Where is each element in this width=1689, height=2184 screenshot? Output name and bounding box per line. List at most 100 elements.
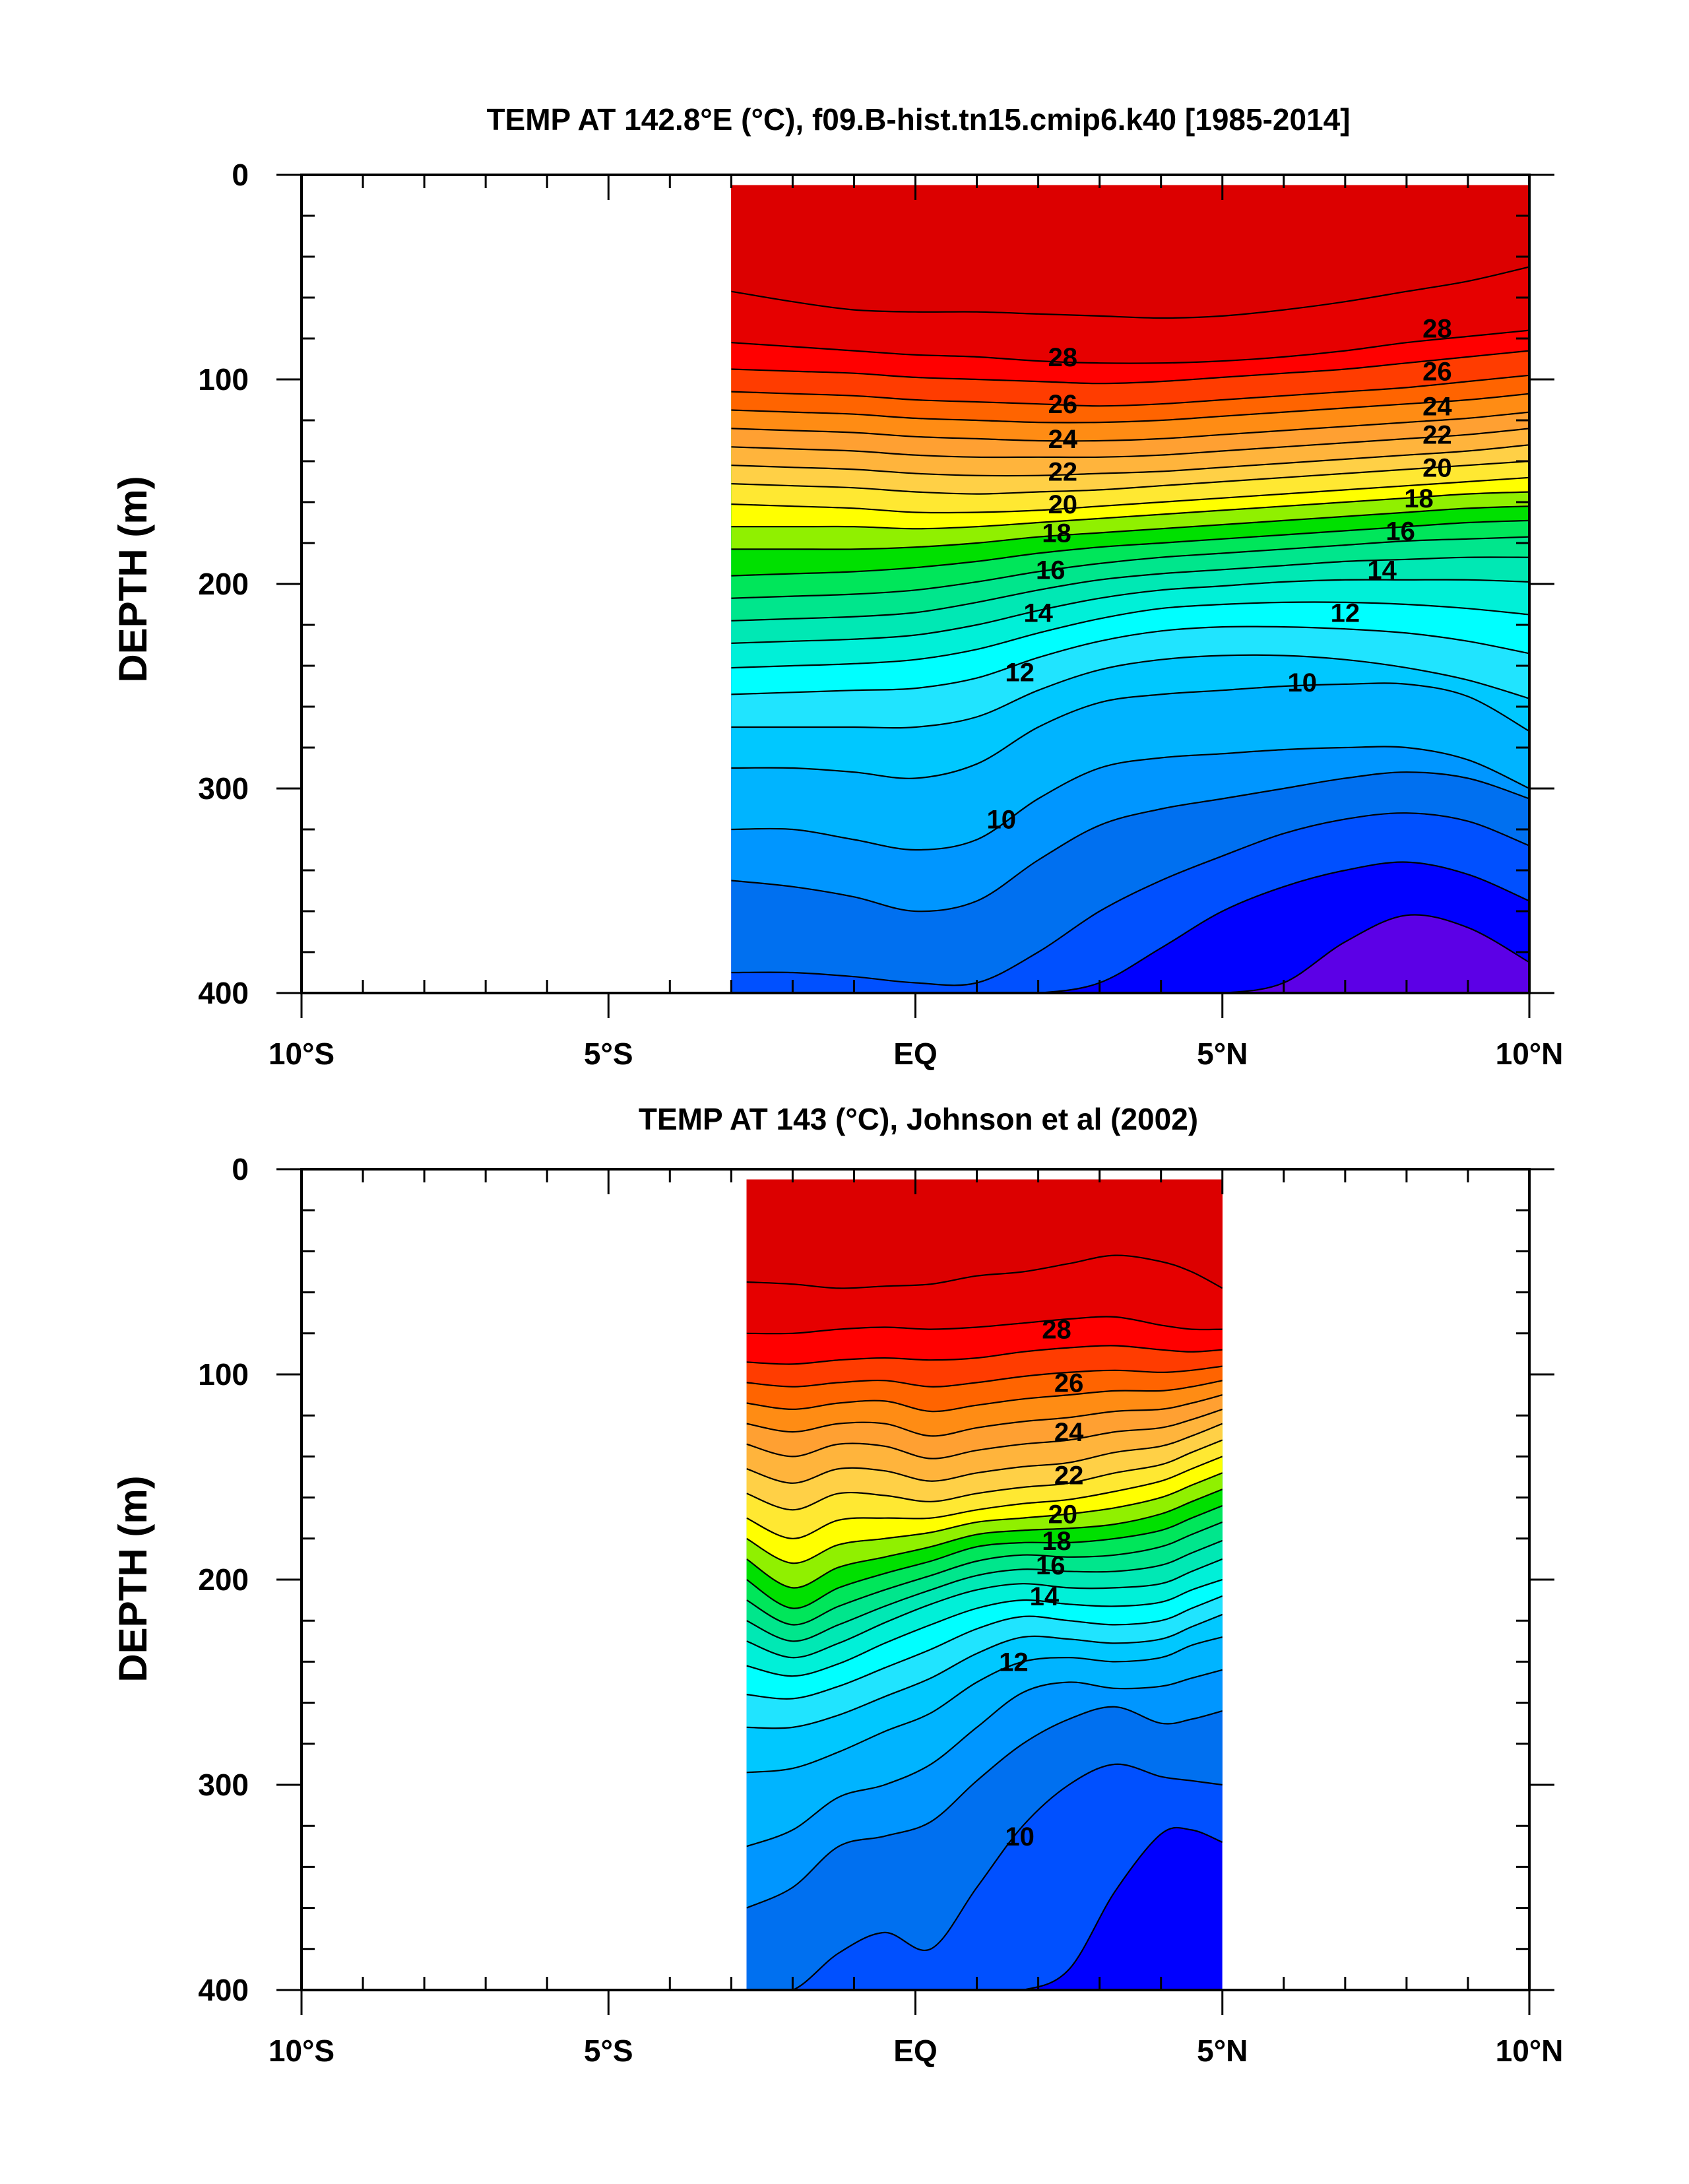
isotherm-26 (731, 374, 1529, 407)
ticks (276, 1168, 1554, 2015)
isotherm-6 (731, 861, 1529, 993)
isotherm-12 (746, 1595, 1223, 1700)
isotherm-26 (746, 1365, 1223, 1388)
contour-label: 28 (1422, 315, 1452, 344)
contour-label: 22 (1054, 1461, 1084, 1490)
isotherm-19 (731, 491, 1529, 530)
isotherm-11 (731, 654, 1529, 729)
y-tick-labels: 0 100 200 300 400 (198, 158, 249, 1010)
isotherm-20 (731, 476, 1529, 514)
contour-label: 28 (1048, 343, 1078, 372)
contour-fill-group (731, 185, 1529, 993)
isotherm-18 (746, 1489, 1223, 1589)
isotherm-23 (731, 428, 1529, 459)
contour-label: 16 (1036, 1551, 1066, 1580)
ticks (276, 174, 1554, 1018)
isotherm-19 (746, 1472, 1223, 1564)
y-tick-label: 0 (232, 1152, 249, 1186)
y-axis-label: DEPTH (m) (111, 1475, 155, 1682)
contour-label: 26 (1054, 1368, 1084, 1397)
x-tick-label: 10°S (269, 1037, 335, 1071)
y-tick-label: 200 (198, 1562, 249, 1597)
x-tick-label: 5°S (584, 2034, 633, 2068)
isotherm-22 (731, 444, 1529, 477)
isotherm-27 (731, 350, 1529, 385)
panel-title: TEMP AT 143 (°C), Johnson et al (2002) (639, 1102, 1198, 1136)
contour-label: 12 (1005, 658, 1035, 687)
isotherm-22 (746, 1423, 1223, 1484)
isotherm-7 (746, 1763, 1223, 1990)
isotherm-11 (746, 1613, 1223, 1729)
x-tick-labels: 10°S 5°S EQ 5°N 10°N (269, 2034, 1564, 2068)
isotherm-13 (731, 601, 1529, 669)
y-tick-label: 300 (198, 1768, 249, 1802)
contour-label: 22 (1048, 458, 1078, 487)
observed-temperature-panel: TEMP AT 143 (°C), Johnson et al (2002) D… (111, 1102, 1563, 2068)
y-tick-labels: 0 100 200 300 400 (198, 1152, 249, 2007)
y-tick-label: 300 (198, 771, 249, 806)
isotherm-27 (746, 1345, 1223, 1365)
x-tick-label: 5°N (1197, 2034, 1248, 2068)
isotherm-6 (746, 1826, 1223, 1990)
contour-label: 20 (1422, 453, 1452, 482)
contour-label: 24 (1048, 425, 1078, 454)
isotherm-16 (731, 536, 1529, 599)
x-tick-label: 5°N (1197, 1037, 1248, 1071)
contour-label: 26 (1422, 358, 1452, 387)
contour-label: 24 (1422, 392, 1452, 421)
contour-label: 18 (1042, 1527, 1071, 1556)
isotherm-23 (746, 1408, 1223, 1460)
contour-label: 14 (1367, 556, 1397, 585)
x-tick-label: 10°N (1496, 2034, 1564, 2068)
isotherm-28 (731, 329, 1529, 364)
contour-label: 10 (987, 806, 1017, 835)
isotherm-21 (746, 1439, 1223, 1511)
contour-label: 22 (1422, 421, 1452, 450)
isotherm-28 (746, 1316, 1223, 1335)
contour-fill-group (746, 1179, 1223, 1990)
contour-label: 14 (1023, 598, 1053, 627)
x-tick-label: 10°S (269, 2034, 335, 2068)
y-tick-label: 400 (198, 976, 249, 1010)
isotherm-7 (731, 812, 1529, 986)
x-tick-label: 5°S (584, 1037, 633, 1071)
isotherm-18 (731, 505, 1529, 550)
isotherm-14 (731, 579, 1529, 644)
band-29 (746, 1179, 1223, 1289)
isotherm-13 (746, 1578, 1223, 1677)
band-29 (731, 185, 1529, 318)
contour-label: 10 (1005, 1822, 1035, 1851)
isotherm-29 (731, 266, 1529, 319)
isotherm-8 (746, 1706, 1223, 1909)
model-temperature-panel: TEMP AT 142.8°E (°C), f09.B-hist.tn15.cm… (111, 102, 1563, 1071)
contour-label: 14 (1030, 1582, 1060, 1611)
isotherm-14 (746, 1558, 1223, 1659)
contour-label: 10 (1287, 668, 1317, 697)
isotherm-21 (731, 460, 1529, 495)
panel-title: TEMP AT 142.8°E (°C), f09.B-hist.tn15.cm… (486, 102, 1350, 137)
isotherm-17 (746, 1504, 1223, 1609)
contour-label: 20 (1048, 1500, 1078, 1529)
isotherm-15 (731, 556, 1529, 622)
y-tick-label: 100 (198, 1357, 249, 1392)
x-tick-label: EQ (893, 2034, 937, 2068)
y-tick-label: 0 (232, 158, 249, 192)
isotherm-10 (746, 1636, 1223, 1774)
contour-label: 26 (1048, 390, 1078, 419)
contour-label: 20 (1048, 490, 1078, 519)
isotherm-8 (731, 771, 1529, 913)
isotherm-17 (731, 519, 1529, 577)
contour-label: 16 (1036, 556, 1066, 585)
isotherm-9 (746, 1669, 1223, 1847)
isotherm-12 (731, 626, 1529, 695)
contour-label: 12 (999, 1648, 1029, 1677)
isotherm-16 (746, 1521, 1223, 1626)
isotherm-29 (746, 1254, 1223, 1289)
x-tick-labels: 10°S 5°S EQ 5°N 10°N (269, 1037, 1564, 1071)
x-tick-label: EQ (893, 1037, 937, 1071)
y-tick-label: 200 (198, 567, 249, 601)
